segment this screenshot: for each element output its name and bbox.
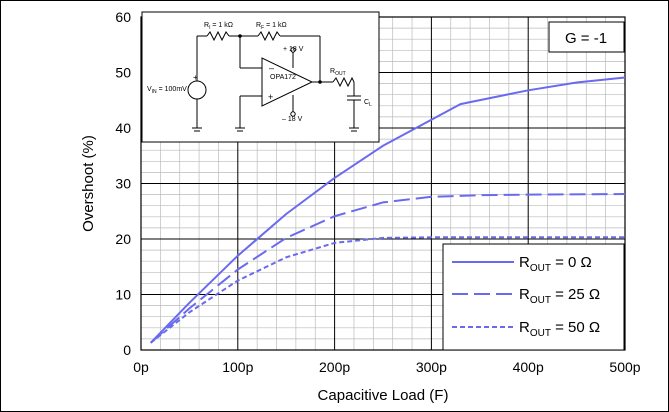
x-tick-label: 300p [416,359,447,375]
x-tick-label: 100p [222,359,253,375]
svg-text:– 18 V: – 18 V [282,116,303,123]
svg-text:+ 18 V: + 18 V [283,46,304,53]
y-tick-label: 50 [115,65,131,81]
svg-text:CL: CL [364,99,372,108]
y-tick-label: 10 [115,287,131,303]
series-line-1 [149,76,626,344]
y-tick-label: 20 [115,231,131,247]
legend-label: ROUT = 0 Ω [519,254,592,274]
legend-label: ROUT = 50 Ω [519,319,600,339]
svg-text:+: + [268,92,273,102]
svg-text:RI = 1 kΩ: RI = 1 kΩ [204,22,233,31]
legend: ROUT = 0 Ω ROUT = 25 Ω ROUT = 50 Ω [442,243,625,351]
series-line-3 [150,236,625,344]
rf-resistor-icon [257,30,281,42]
svg-text:ROUT: ROUT [330,68,346,77]
y-tick-labels: 0 10 20 30 40 50 60 [115,9,131,358]
y-tick-label: 30 [115,176,131,192]
x-tick-label: 0p [133,359,149,375]
x-tick-label: 400p [513,359,544,375]
gain-label: G = -1 [565,30,607,47]
legend-label: ROUT = 25 Ω [519,286,600,306]
svg-text:OPA172: OPA172 [270,74,296,81]
series-layer [149,76,626,344]
gain-box: G = -1 [548,21,625,53]
y-axis-label: Overshoot (%) [80,135,97,232]
circuit-schematic-inset: RI = 1 kΩ RF = 1 kΩ + 18 V – 18 V OPA172… [141,11,380,143]
x-tick-label: 200p [319,359,350,375]
x-tick-labels: 0p 100p 200p 300p 400p 500p [133,359,641,375]
y-tick-label: 60 [115,9,131,25]
svg-text:VIN = 100mV: VIN = 100mV [147,86,187,95]
ground-icon [192,127,359,132]
rout-resistor-icon [332,76,355,88]
opamp-icon [261,57,314,107]
x-tick-label: 500p [609,359,640,375]
plot-area-border [140,16,626,351]
svg-text:+: + [193,73,198,82]
ri-resistor-icon [206,30,230,42]
series-line-2 [150,193,626,344]
y-tick-label: 0 [123,342,131,358]
svg-text:–: – [269,63,274,73]
x-axis-label: Capacitive Load (F) [318,387,449,404]
y-tick-label: 40 [115,120,131,136]
svg-text:RF = 1 kΩ: RF = 1 kΩ [256,22,287,31]
